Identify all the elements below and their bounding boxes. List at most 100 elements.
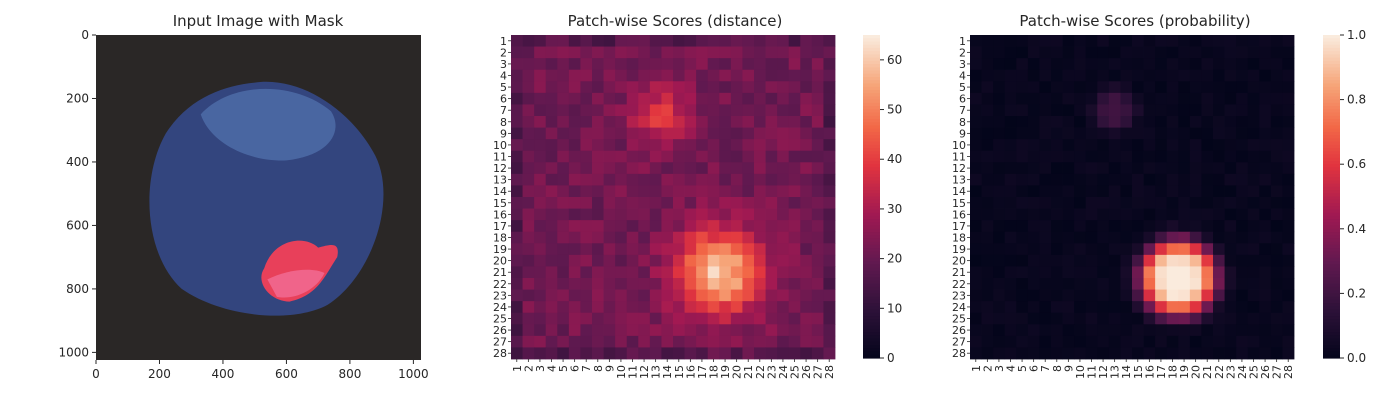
x-tick-label: 27 <box>1271 365 1284 379</box>
heatmap-cell <box>1178 150 1191 163</box>
x-tick-label: 20 <box>731 365 744 379</box>
heatmap-cell <box>1062 139 1075 152</box>
heatmap-cell <box>661 81 674 94</box>
heatmap-cell <box>719 116 732 128</box>
heatmap-cell <box>1259 266 1272 279</box>
heatmap-cell <box>1062 197 1075 209</box>
heatmap-cell <box>1247 278 1260 290</box>
heatmap-cell <box>981 69 994 82</box>
heatmap-cell <box>661 197 674 209</box>
x-tick-label: 800 <box>338 367 361 381</box>
x-tick-label: 17 <box>1155 365 1168 379</box>
heatmap-cell <box>1201 324 1214 337</box>
heatmap-cell <box>1201 254 1214 267</box>
colorbar-step <box>863 125 880 130</box>
colorbar-step <box>863 86 880 91</box>
heatmap-cell <box>696 185 709 198</box>
heatmap-cell <box>1039 231 1052 244</box>
heatmap-cell <box>754 208 766 221</box>
heatmap-cell <box>511 347 523 360</box>
heatmap-cell <box>615 92 628 105</box>
heatmap-cell <box>1074 347 1087 360</box>
heatmap-cell <box>673 173 685 186</box>
heatmap-cell <box>511 127 523 140</box>
colorbar-step <box>1323 186 1340 191</box>
heatmap-cell <box>580 254 593 267</box>
heatmap-cell <box>1108 150 1121 163</box>
colorbar-step <box>1323 115 1340 120</box>
heatmap-cell <box>788 81 801 94</box>
heatmap-cell <box>557 312 570 325</box>
heatmap-cell <box>545 289 558 302</box>
heatmap-cell <box>1027 150 1040 163</box>
heatmap-cell <box>568 81 581 94</box>
heatmap-cell <box>1178 312 1191 325</box>
heatmap-cell <box>970 254 982 267</box>
heatmap-cell <box>811 347 824 360</box>
heatmap-cell <box>545 46 558 59</box>
heatmap-cell <box>730 173 743 186</box>
heatmap-cell <box>1213 208 1225 221</box>
heatmap-cell <box>1247 127 1260 140</box>
heatmap-cell <box>534 46 547 59</box>
heatmap-cell <box>545 162 558 175</box>
heatmap-cell <box>696 104 709 117</box>
heatmap-cell <box>1259 220 1272 233</box>
heatmap-cell <box>557 150 570 163</box>
heatmap-cell <box>788 266 801 279</box>
heatmap-cell <box>777 266 790 279</box>
colorbar-step <box>1323 316 1340 320</box>
x-tick-label: 24 <box>777 365 790 379</box>
heatmap-cell <box>626 150 639 163</box>
heatmap-cell <box>661 220 674 233</box>
heatmap-cell <box>557 139 570 152</box>
x-tick-label: 0 <box>92 367 100 381</box>
heatmap-cell <box>765 69 778 82</box>
heatmap-cell <box>1132 243 1144 256</box>
heatmap-cell <box>1201 127 1214 140</box>
heatmap-cell <box>673 289 685 302</box>
heatmap-cell <box>1236 266 1249 279</box>
heatmap-cell <box>1178 139 1191 152</box>
heatmap-cell <box>615 347 628 360</box>
heatmap-cell <box>1178 92 1191 105</box>
heatmap-cell <box>522 347 535 360</box>
heatmap-cell <box>1039 81 1052 94</box>
colorbar-step <box>863 170 880 175</box>
heatmap-cell <box>1224 301 1237 314</box>
heatmap-cell <box>1247 312 1260 325</box>
heatmap-cell <box>1062 150 1075 163</box>
heatmap-cell <box>534 289 547 302</box>
colorbar-step <box>863 244 880 249</box>
heatmap-cell <box>765 289 778 302</box>
heatmap-cell <box>1236 289 1249 302</box>
heatmap-cell <box>1062 289 1075 302</box>
heatmap-cell <box>788 278 801 290</box>
heatmap-cell <box>1270 150 1283 163</box>
heatmap-cell <box>1062 312 1075 325</box>
heatmap-cell <box>696 243 709 256</box>
heatmap-cell <box>970 197 982 209</box>
heatmap-cell <box>661 150 674 163</box>
heatmap-cell <box>696 35 709 47</box>
x-tick-label: 9 <box>603 365 616 372</box>
heatmap-cell <box>742 208 755 221</box>
heatmap-cell <box>1120 58 1133 71</box>
heatmap-cell <box>1074 173 1087 186</box>
heatmap-cell <box>1027 92 1040 105</box>
heatmap-cell <box>1027 289 1040 302</box>
heatmap-cell <box>1132 335 1144 348</box>
heatmap-cell <box>823 162 836 175</box>
colorbar-step <box>1323 280 1340 285</box>
heatmap-cell <box>684 173 697 186</box>
colorbar-tick-label: 0.0 <box>1347 351 1366 365</box>
heatmap-cell <box>993 139 1006 152</box>
colorbar-step <box>1323 274 1340 278</box>
heatmap-cell <box>580 69 593 82</box>
heatmap-cell <box>811 185 824 198</box>
heatmap-cell <box>522 116 535 128</box>
heatmap-cell <box>1016 289 1029 302</box>
colorbar-step <box>1323 106 1340 110</box>
heatmap-cell <box>1004 243 1017 256</box>
colorbar-step <box>1323 70 1340 75</box>
